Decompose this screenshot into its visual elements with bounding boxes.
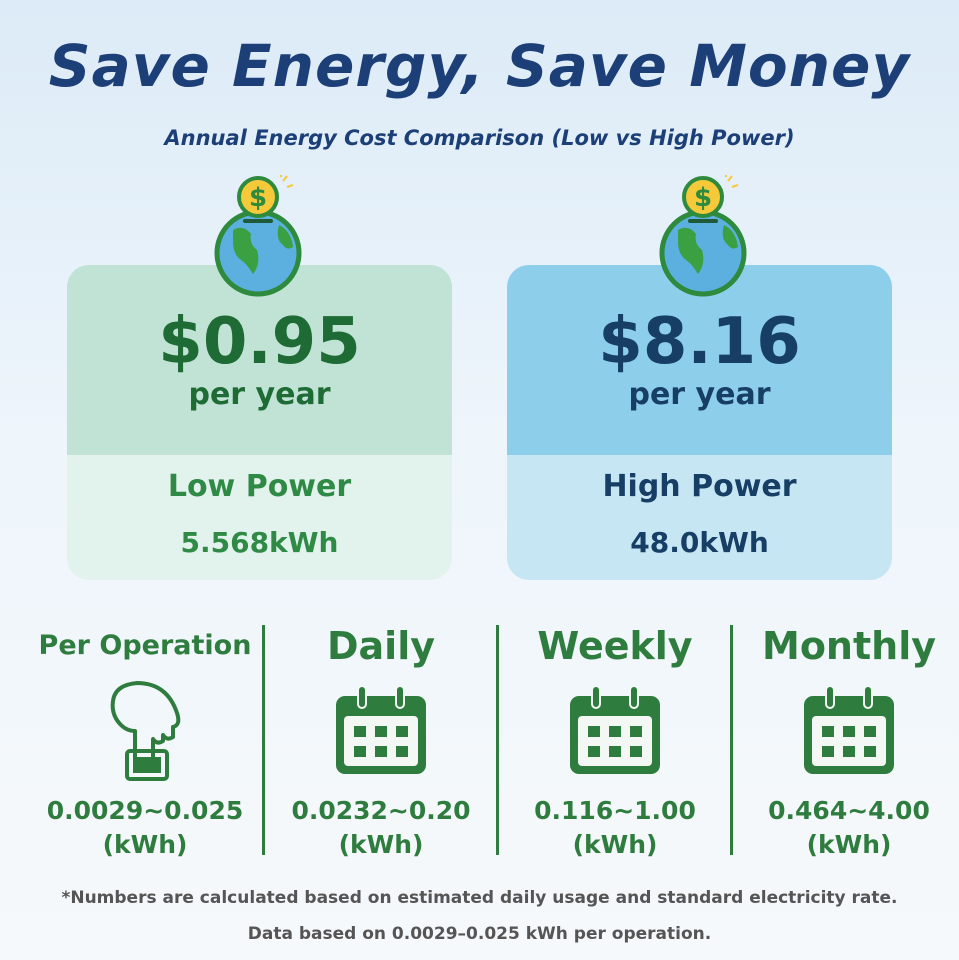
- calendar-icon: [804, 686, 894, 774]
- calendar-icon: [336, 686, 426, 774]
- calendar-icon: [570, 686, 660, 774]
- high-power-period: per year: [628, 377, 771, 412]
- divider: [262, 625, 265, 855]
- monthly-column: Monthly 0.464~4.00 (kWh): [732, 620, 959, 862]
- hand-press-button-icon: [110, 681, 181, 781]
- divider: [730, 625, 733, 855]
- period-label: Per Operation: [38, 630, 252, 661]
- period-label: Daily: [326, 624, 435, 668]
- low-power-label: Low Power: [167, 469, 352, 504]
- high-power-label: High Power: [602, 469, 797, 504]
- period-unit: (kWh): [806, 830, 892, 859]
- period-value: 0.0232~0.20: [291, 796, 471, 825]
- period-unit: (kWh): [102, 830, 188, 859]
- period-value: 0.464~4.00: [768, 796, 930, 825]
- per-operation-column: Per Operation 0.0029~0.025 (kWh): [28, 620, 262, 862]
- low-power-card: $0.95 per year Low Power 5.568kWh: [67, 265, 452, 580]
- weekly-column: Weekly 0.116~1.00 (kWh): [498, 620, 732, 862]
- period-value: 0.116~1.00: [534, 796, 696, 825]
- high-power-kwh: 48.0kWh: [630, 526, 769, 559]
- globe-coin-icon: $: [214, 175, 302, 297]
- low-power-kwh: 5.568kWh: [180, 526, 339, 559]
- period-unit: (kWh): [572, 830, 658, 859]
- svg-text:$: $: [694, 183, 712, 213]
- low-power-period: per year: [188, 377, 331, 412]
- svg-text:$: $: [249, 183, 267, 213]
- daily-column: Daily 0.0232~0.20 (kWh): [264, 620, 498, 862]
- footnote-line-1: *Numbers are calculated based on estimat…: [61, 888, 898, 908]
- period-label: Monthly: [762, 624, 936, 668]
- page-subtitle: Annual Energy Cost Comparison (Low vs Hi…: [164, 126, 795, 150]
- low-power-price: $0.95: [158, 305, 361, 379]
- period-unit: (kWh): [338, 830, 424, 859]
- page-title: Save Energy, Save Money: [48, 32, 911, 100]
- period-value: 0.0029~0.025: [46, 796, 244, 825]
- divider: [496, 625, 499, 855]
- high-power-card: $8.16 per year High Power 48.0kWh: [507, 265, 892, 580]
- globe-coin-icon: $: [659, 175, 747, 297]
- footnote-line-2: Data based on 0.0029–0.025 kWh per opera…: [247, 924, 712, 944]
- period-label: Weekly: [537, 624, 693, 668]
- high-power-price: $8.16: [598, 305, 801, 379]
